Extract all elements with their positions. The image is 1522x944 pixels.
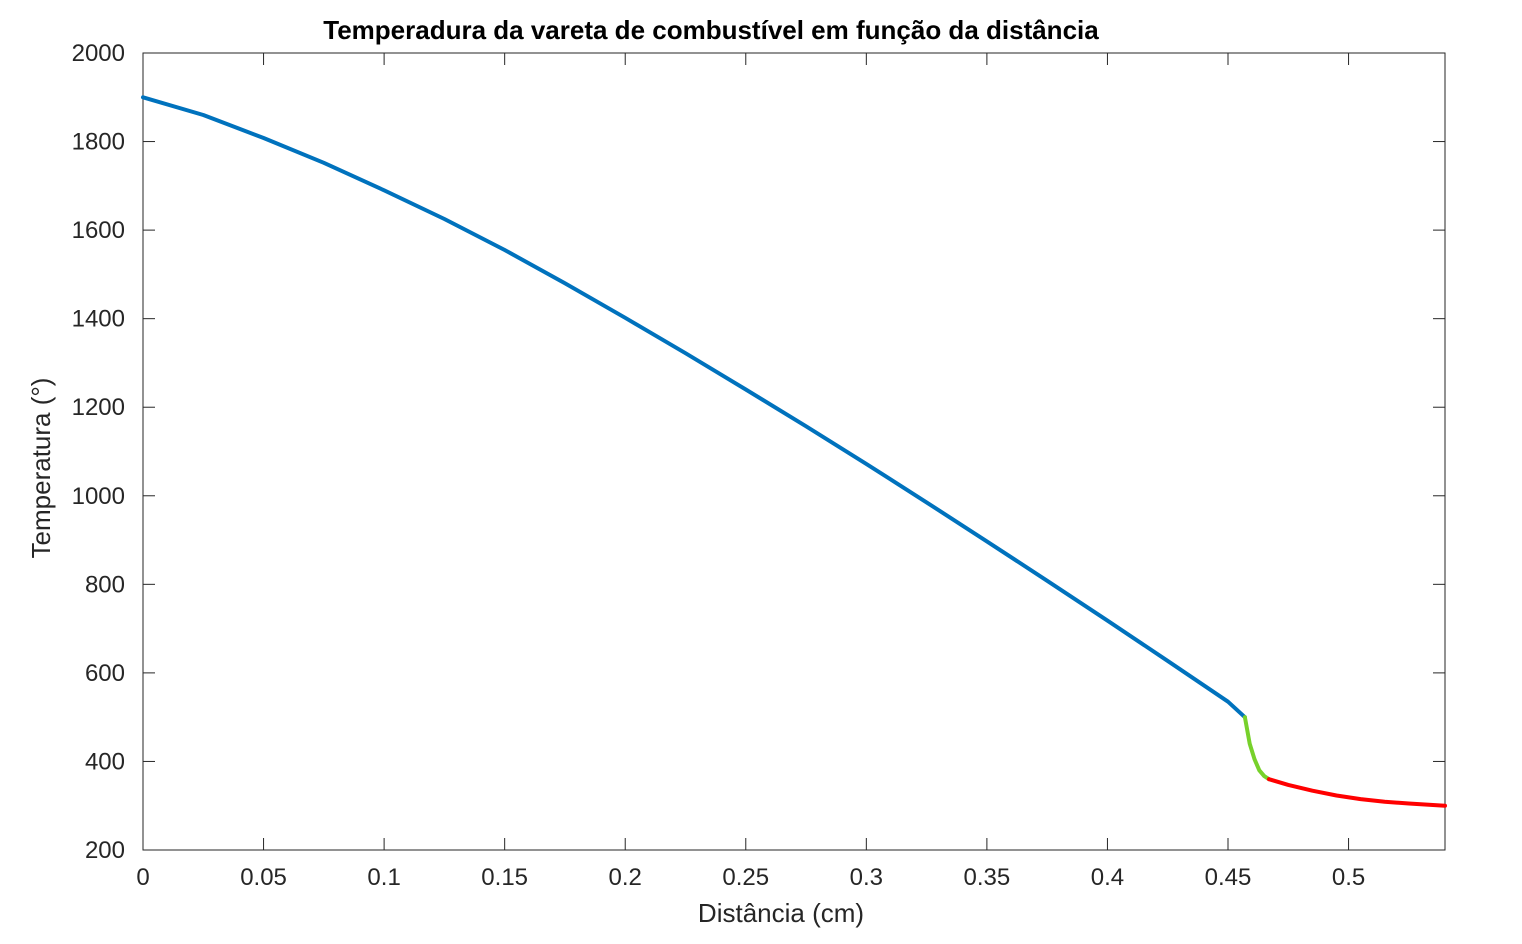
plot-area [142, 52, 1446, 851]
x-tick-label: 0 [136, 864, 149, 891]
y-tick-label: 1400 [72, 306, 125, 333]
y-tick-label: 400 [85, 748, 125, 775]
x-tick-label: 0.2 [609, 864, 642, 891]
series-line-2 [1242, 715, 1271, 782]
y-tick-label: 600 [85, 660, 125, 687]
series-lines [141, 95, 1447, 808]
series-line-1 [141, 95, 1247, 720]
y-tick-label: 1200 [72, 394, 125, 421]
x-tick-label: 0.3 [850, 864, 883, 891]
y-axis-title: Temperatura (°) [26, 378, 56, 559]
y-tick-label: 800 [85, 571, 125, 598]
x-tick-label: 0.15 [481, 864, 528, 891]
x-tick-label: 0.05 [240, 864, 287, 891]
axis-ticks: 0 0.05 0.1 0.15 0.2 0.25 0.3 0.35 0.4 0.45 0.5 200 4… [72, 40, 1445, 891]
chart-title: Temperadura da vareta de combustível em … [323, 15, 1099, 45]
y-tick-label: 1800 [72, 129, 125, 156]
y-tick-label: 1600 [72, 217, 125, 244]
x-tick-label: 0.45 [1205, 864, 1252, 891]
y-tick-label: 200 [85, 837, 125, 864]
x-tick-label: 0.5 [1332, 864, 1365, 891]
x-axis-title: Distância (cm) [698, 898, 864, 928]
series-line-3 [1267, 777, 1447, 808]
x-tick-label: 0.25 [722, 864, 769, 891]
x-tick-label: 0.35 [964, 864, 1011, 891]
y-tick-label: 2000 [72, 40, 125, 67]
x-tick-label: 0.4 [1091, 864, 1124, 891]
x-tick-label: 0.1 [367, 864, 400, 891]
y-tick-label: 1000 [72, 483, 125, 510]
